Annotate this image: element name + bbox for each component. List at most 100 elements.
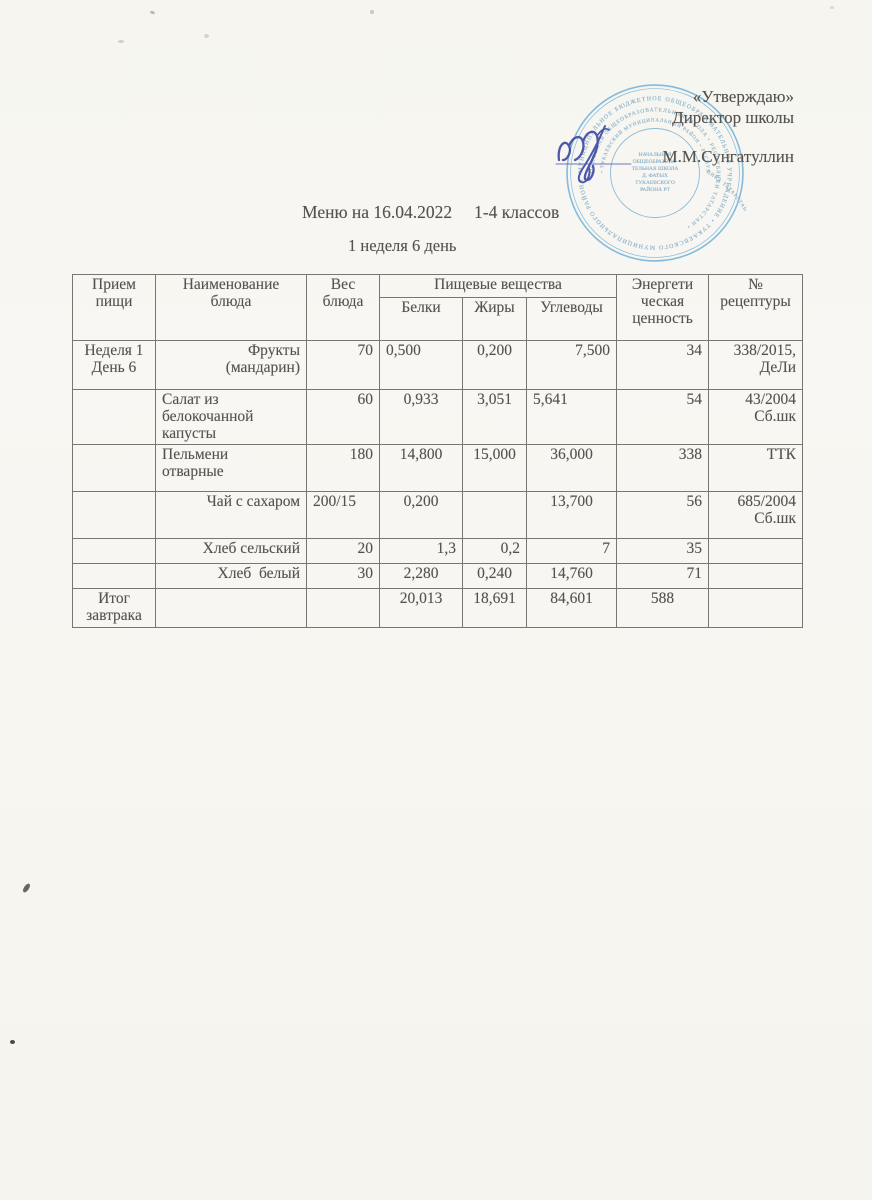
table-cell: 14,760 [525, 563, 618, 589]
table-cell: 20 [306, 538, 380, 564]
svg-text:НАЧАЛЬНАЯ: НАЧАЛЬНАЯ [639, 152, 672, 158]
director-signature-icon [555, 125, 632, 184]
table-row: Неделя 1 День 6 Фрукты (мандарин) 70 0,500 0… [72, 340, 804, 390]
col-header-nutrients-group: Пищевые вещества [378, 274, 618, 298]
table-cell [708, 538, 804, 564]
approval-block: «Утверждаю» Директор школы М.М.Сунгатулл… [663, 86, 794, 167]
svg-text:ТУКАЕВСКОГО: ТУКАЕВСКОГО [635, 180, 675, 186]
menu-subtitle: 1 неделя 6 день [348, 236, 457, 255]
table-cell: 18,691 [462, 588, 527, 628]
scan-speck [370, 10, 374, 14]
table-cell: 54 [616, 389, 710, 445]
stamp-center-circle [610, 128, 700, 218]
menu-table-header: Прием пищи Наименование блюда Вес блюда … [72, 274, 804, 341]
col-header-weight: Вес блюда [306, 274, 380, 341]
table-cell: 0,2 [462, 538, 527, 564]
table-cell [155, 588, 307, 628]
table-cell: 56 [616, 491, 710, 539]
table-cell: Салат из белокочанной капусты [155, 389, 307, 445]
table-cell [708, 563, 804, 589]
table-cell: 1,3 [379, 538, 463, 564]
table-row: Салат из белокочанной капусты 60 0,933 3,05… [72, 389, 804, 445]
table-cell: 3,051 [462, 389, 527, 445]
col-header-recipe: № рецептуры [708, 274, 804, 341]
menu-table-body: Неделя 1 День 6 Фрукты (мандарин) 70 0,500 0… [72, 340, 804, 628]
col-header-protein: Белки [379, 297, 463, 341]
table-cell: 338 [616, 444, 710, 492]
table-cell: 0,240 [462, 563, 527, 589]
table-row: Хлеб белый 30 2,280 0,240 14,760 71 [72, 563, 804, 589]
svg-text:ОБЩЕОБРАЗОВА-: ОБЩЕОБРАЗОВА- [633, 159, 678, 165]
table-cell [72, 563, 156, 589]
table-cell: 35 [616, 538, 710, 564]
table-cell: 30 [306, 563, 380, 589]
col-header-dish: Наименование блюда [155, 274, 307, 341]
table-cell: 14,800 [379, 444, 463, 492]
approval-director-name: М.М.Сунгатуллин [662, 147, 794, 166]
approval-quote: «Утверждаю» [692, 87, 794, 106]
table-row: Итог завтрака 20,013 18,691 84,601 588 [72, 588, 804, 628]
table-cell: 200/15 [306, 491, 380, 539]
stamp-outer-circle [566, 84, 744, 262]
menu-title: Меню на 16.04.2022 1-4 классов [302, 202, 560, 222]
scan-speck [10, 1040, 15, 1044]
table-cell: 180 [306, 444, 380, 492]
table-cell: Пельмени отварные [155, 444, 307, 492]
table-cell: Чай с сахаром [155, 491, 307, 539]
table-cell: 20,013 [379, 588, 463, 628]
stamp-outer-inner-circle [570, 88, 740, 258]
table-cell: 5,641 [525, 389, 618, 445]
table-cell: 70 [306, 340, 380, 390]
table-row: Хлеб сельский 20 1,3 0,2 7 35 [72, 538, 804, 564]
table-cell: 71 [616, 563, 710, 589]
table-cell: Итог завтрака [72, 588, 156, 628]
col-header-fat: Жиры [462, 297, 527, 341]
table-cell: 43/2004 Сб.шк [708, 389, 804, 445]
table-cell: Хлеб сельский [155, 538, 307, 564]
svg-text:РАЙОНА РТ: РАЙОНА РТ [640, 185, 670, 193]
menu-table: Прием пищи Наименование блюда Вес блюда … [72, 274, 804, 628]
table-cell [708, 588, 804, 628]
table-cell: 36,000 [525, 444, 618, 492]
table-cell: 2,280 [379, 563, 463, 589]
table-cell: 0,200 [379, 491, 463, 539]
table-row: Чай с сахаром 200/15 0,200 13,700 56 685/2004… [72, 491, 804, 539]
table-cell: 588 [616, 588, 710, 628]
table-cell [462, 491, 527, 539]
table-cell [72, 389, 156, 445]
table-cell: 84,601 [525, 588, 618, 628]
stamp-center-text: НАЧАЛЬНАЯ ОБЩЕОБРАЗОВА- ТЕЛЬНАЯ ШКОЛА Д.… [632, 152, 679, 193]
scan-speck [830, 6, 834, 9]
table-cell: 7 [525, 538, 618, 564]
table-cell [72, 444, 156, 492]
table-row: Пельмени отварные 180 14,800 15,000 36,000 33… [72, 444, 804, 492]
table-cell: 0,200 [462, 340, 527, 390]
svg-text:Д. ФАТЫХ: Д. ФАТЫХ [642, 173, 668, 179]
school-stamp-icon: МУНИЦИПАЛЬНОЕ БЮДЖЕТНОЕ ОБЩЕОБРАЗОВАТЕЛЬ… [566, 84, 746, 262]
table-cell: 15,000 [462, 444, 527, 492]
table-cell: Фрукты (мандарин) [155, 340, 307, 390]
table-cell: 34 [616, 340, 710, 390]
scan-speck [204, 34, 209, 38]
table-cell [306, 588, 380, 628]
approval-role: Директор школы [672, 108, 794, 127]
svg-text:ТЕЛЬНАЯ ШКОЛА: ТЕЛЬНАЯ ШКОЛА [632, 166, 679, 172]
table-cell: 13,700 [525, 491, 618, 539]
scan-speck [149, 10, 156, 15]
table-cell: 0,500 [379, 340, 463, 390]
table-cell [72, 491, 156, 539]
table-cell: Неделя 1 День 6 [72, 340, 156, 390]
scan-speck [118, 40, 124, 43]
table-cell [72, 538, 156, 564]
table-cell: 7,500 [525, 340, 618, 390]
table-cell: 338/2015, ДеЛи [708, 340, 804, 390]
table-cell: ТТК [708, 444, 804, 492]
table-cell: 685/2004 Сб.шк [708, 491, 804, 539]
col-header-meal: Прием пищи [72, 274, 156, 341]
table-cell: 60 [306, 389, 380, 445]
table-cell: Хлеб белый [155, 563, 307, 589]
table-cell: 0,933 [379, 389, 463, 445]
col-header-energy: Энергети ческая ценность [616, 274, 710, 341]
scan-speck [21, 882, 32, 894]
